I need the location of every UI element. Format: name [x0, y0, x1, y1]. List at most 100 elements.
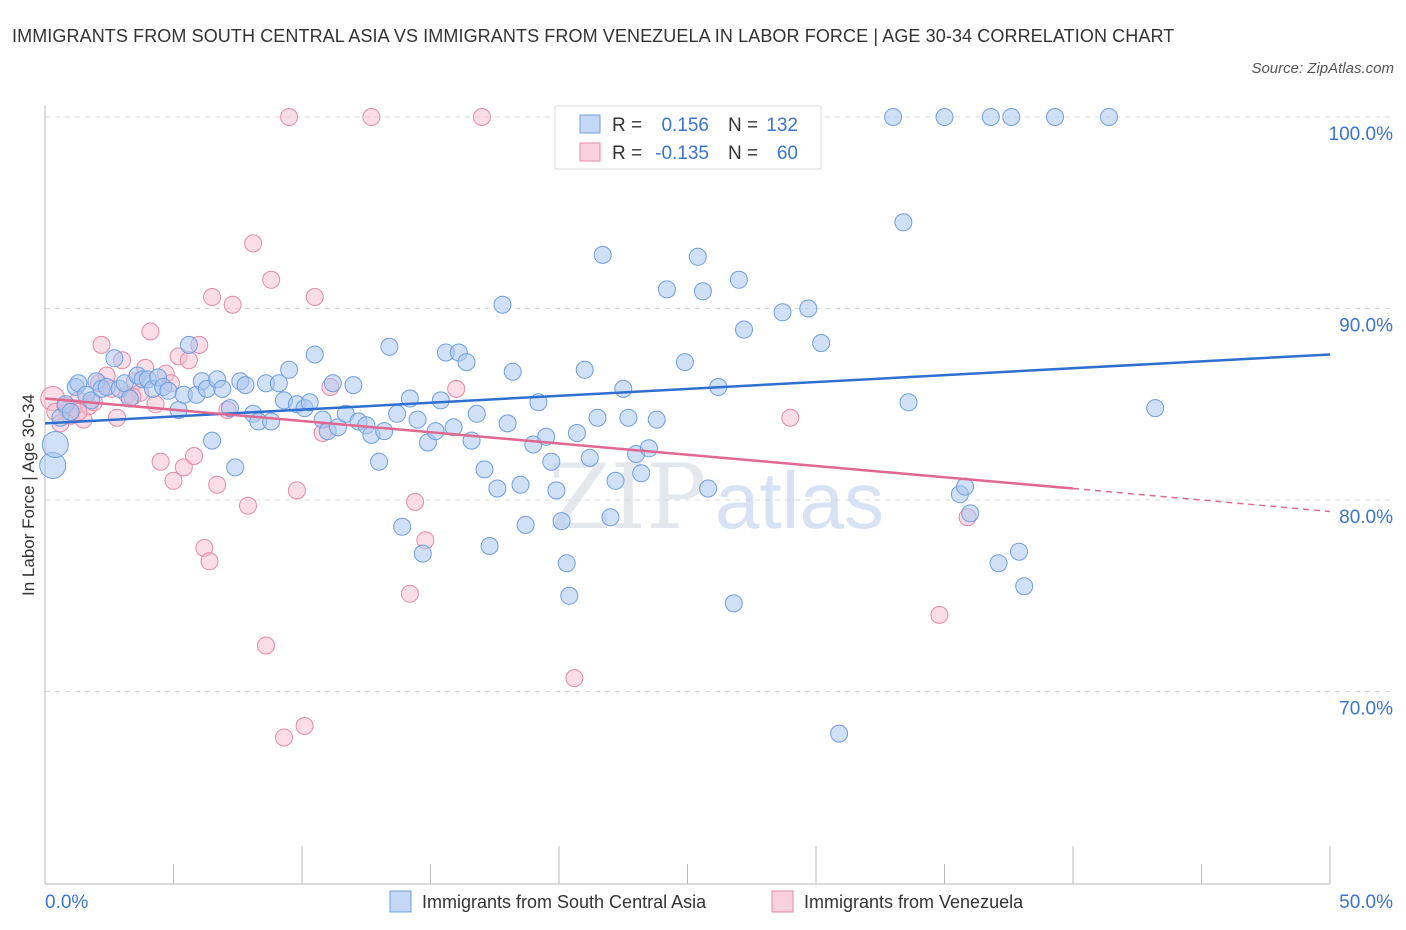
- series-legend: Immigrants from South Central Asia Immig…: [389, 890, 1024, 913]
- data-point-south-central-asia: [799, 299, 818, 318]
- data-point-venezuela: [208, 475, 227, 494]
- data-point-south-central-asia: [693, 282, 712, 301]
- pink-n-value: 60: [777, 143, 798, 164]
- y-tick-label: 80.0%: [1339, 507, 1393, 528]
- data-point-south-central-asia: [568, 424, 586, 442]
- chart-title: IMMIGRANTS FROM SOUTH CENTRAL ASIA VS IM…: [12, 26, 1175, 46]
- watermark-atlas: atlas: [715, 456, 884, 545]
- data-point-south-central-asia: [393, 517, 412, 536]
- pink-legend-swatch: [579, 142, 601, 162]
- data-point-south-central-asia: [619, 408, 638, 427]
- y-axis-label: In Labor Force | Age 30-34: [19, 394, 38, 596]
- data-point-south-central-asia: [542, 452, 561, 471]
- data-point-south-central-asia: [105, 349, 124, 368]
- data-point-venezuela: [447, 379, 466, 398]
- data-point-south-central-asia: [61, 402, 80, 421]
- x-tick-label-min: 0.0%: [45, 892, 88, 913]
- data-point-venezuela: [257, 636, 275, 655]
- data-point-south-central-asia: [1046, 108, 1064, 126]
- data-point-south-central-asia: [300, 393, 319, 412]
- data-point-south-central-asia: [1100, 108, 1118, 126]
- data-point-south-central-asia: [632, 464, 651, 483]
- data-point-south-central-asia: [580, 448, 599, 467]
- data-point-south-central-asia: [475, 460, 494, 479]
- data-point-venezuela: [164, 471, 183, 490]
- data-point-south-central-asia: [305, 345, 324, 364]
- data-point-venezuela: [262, 270, 281, 289]
- data-point-south-central-asia: [467, 404, 486, 423]
- stats-legend: R = 0.156 N = 132 R = -0.135 N = 60: [554, 105, 822, 170]
- data-point-south-central-asia: [213, 379, 232, 398]
- data-point-south-central-asia: [488, 479, 507, 498]
- data-point-south-central-asia: [413, 544, 432, 563]
- data-point-south-central-asia: [388, 404, 407, 423]
- data-point-south-central-asia: [812, 334, 831, 352]
- data-point-venezuela: [239, 496, 257, 515]
- pink-r-value: -0.135: [655, 143, 709, 164]
- data-point-south-central-asia: [344, 376, 363, 395]
- data-point-south-central-asia: [269, 374, 288, 393]
- data-point-venezuela: [200, 552, 219, 571]
- data-point-south-central-asia: [516, 515, 535, 534]
- data-point-south-central-asia: [884, 108, 903, 126]
- data-point-south-central-asia: [380, 337, 399, 356]
- data-point-venezuela: [406, 492, 425, 511]
- data-point-venezuela: [92, 335, 111, 354]
- legend-label-pink: Immigrants from Venezuela: [804, 892, 1024, 912]
- data-point-south-central-asia: [262, 412, 281, 431]
- data-point-south-central-asia: [699, 479, 718, 498]
- data-point-south-central-asia: [675, 353, 694, 372]
- data-point-venezuela: [472, 108, 491, 126]
- data-point-south-central-asia: [493, 295, 512, 314]
- data-point-venezuela: [174, 458, 193, 477]
- blue-r-label: R =: [612, 115, 642, 136]
- data-point-south-central-asia: [457, 353, 476, 372]
- x-tick-label-max: 50.0%: [1339, 892, 1393, 913]
- blue-n-value: 132: [766, 115, 798, 136]
- grid-lines: [45, 116, 1395, 692]
- data-point-venezuela: [781, 408, 800, 427]
- pink-n-label: N =: [728, 143, 758, 164]
- data-point-south-central-asia: [1146, 399, 1165, 418]
- data-point-south-central-asia: [503, 362, 522, 381]
- trendline-venezuela-extension: [1072, 487, 1331, 513]
- data-point-south-central-asia: [557, 554, 576, 573]
- south-central-asia-points: [39, 108, 1165, 743]
- y-tick-label: 70.0%: [1339, 699, 1393, 720]
- data-point-south-central-asia: [323, 374, 342, 393]
- data-point-south-central-asia: [606, 471, 625, 490]
- data-point-south-central-asia: [639, 439, 658, 458]
- data-point-venezuela: [203, 288, 222, 306]
- data-point-venezuela: [179, 351, 198, 370]
- y-tick-label: 90.0%: [1339, 316, 1393, 337]
- data-point-venezuela: [305, 288, 324, 306]
- data-point-south-central-asia: [82, 391, 101, 410]
- data-point-south-central-asia: [989, 554, 1008, 573]
- data-point-south-central-asia: [588, 408, 607, 427]
- data-point-venezuela: [275, 728, 293, 747]
- trendline-south-central-asia: [44, 353, 1331, 425]
- legend-label-blue: Immigrants from South Central Asia: [422, 892, 707, 912]
- data-point-south-central-asia: [480, 537, 499, 555]
- data-point-south-central-asia: [614, 379, 633, 398]
- blue-n-label: N =: [728, 115, 758, 136]
- legend-swatch-blue: [389, 890, 412, 913]
- data-point-south-central-asia: [498, 414, 517, 433]
- data-point-south-central-asia: [894, 213, 913, 232]
- data-point-south-central-asia: [560, 586, 579, 605]
- blue-r-value: 0.156: [661, 115, 709, 136]
- data-point-venezuela: [565, 669, 584, 688]
- data-point-south-central-asia: [688, 247, 707, 266]
- data-point-south-central-asia: [601, 508, 620, 527]
- data-point-venezuela: [295, 717, 314, 735]
- data-point-south-central-asia: [552, 512, 571, 531]
- watermark-zip: ZIP: [548, 445, 707, 550]
- data-point-south-central-asia: [830, 724, 849, 743]
- data-point-south-central-asia: [375, 422, 394, 441]
- data-point-venezuela: [185, 447, 204, 465]
- data-point-venezuela: [400, 584, 419, 603]
- data-point-south-central-asia: [408, 410, 427, 429]
- data-point-south-central-asia: [444, 418, 463, 437]
- data-point-south-central-asia: [593, 245, 612, 264]
